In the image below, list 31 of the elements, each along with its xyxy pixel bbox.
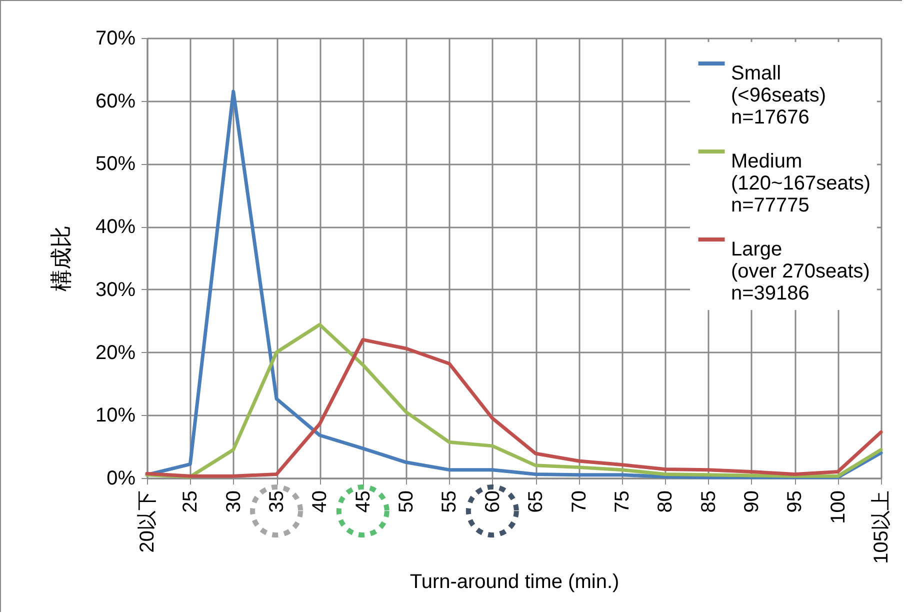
y-tick-label: 0% [106, 468, 136, 490]
y-tick-label: 70% [95, 28, 136, 50]
x-tick-label: 75 [611, 490, 634, 513]
y-axis-title: 構成比 [48, 226, 74, 292]
y-tick-label: 50% [95, 153, 136, 176]
x-tick-label: 30 [222, 490, 245, 513]
y-tick-label: 20% [95, 342, 136, 364]
x-tick-label: 20以下 [136, 490, 158, 553]
x-tick-label: 70 [568, 490, 590, 513]
x-axis-title: Turn-around time (min.) [410, 570, 620, 593]
x-tick-label: 105以上 [870, 490, 892, 564]
x-tick-label: 40 [309, 490, 332, 513]
y-tick-label: 10% [95, 404, 136, 427]
x-tick-label: 65 [525, 490, 548, 513]
x-tick-label: 60 [482, 490, 504, 513]
legend-label: Medium (120~167seats) n=77775 [731, 150, 871, 216]
x-tick-label: 35 [266, 490, 288, 513]
x-tick-label: 90 [740, 490, 763, 513]
x-tick-label: 85 [698, 490, 720, 513]
legend-label: Small (<96seats) n=17676 [731, 62, 826, 128]
y-tick-label: 30% [95, 278, 136, 301]
x-tick-label: 55 [438, 490, 461, 513]
x-tick-label: 25 [180, 490, 202, 513]
y-tick-label: 40% [95, 216, 136, 238]
x-tick-label: 50 [396, 490, 418, 513]
y-tick-label: 60% [95, 90, 136, 112]
x-tick-label: 45 [352, 490, 374, 513]
x-tick-label: 80 [654, 490, 677, 513]
legend-label: Large (over 270seats) n=39186 [731, 238, 870, 304]
x-tick-label: 95 [784, 490, 806, 513]
x-tick-label: 100 [827, 490, 850, 524]
